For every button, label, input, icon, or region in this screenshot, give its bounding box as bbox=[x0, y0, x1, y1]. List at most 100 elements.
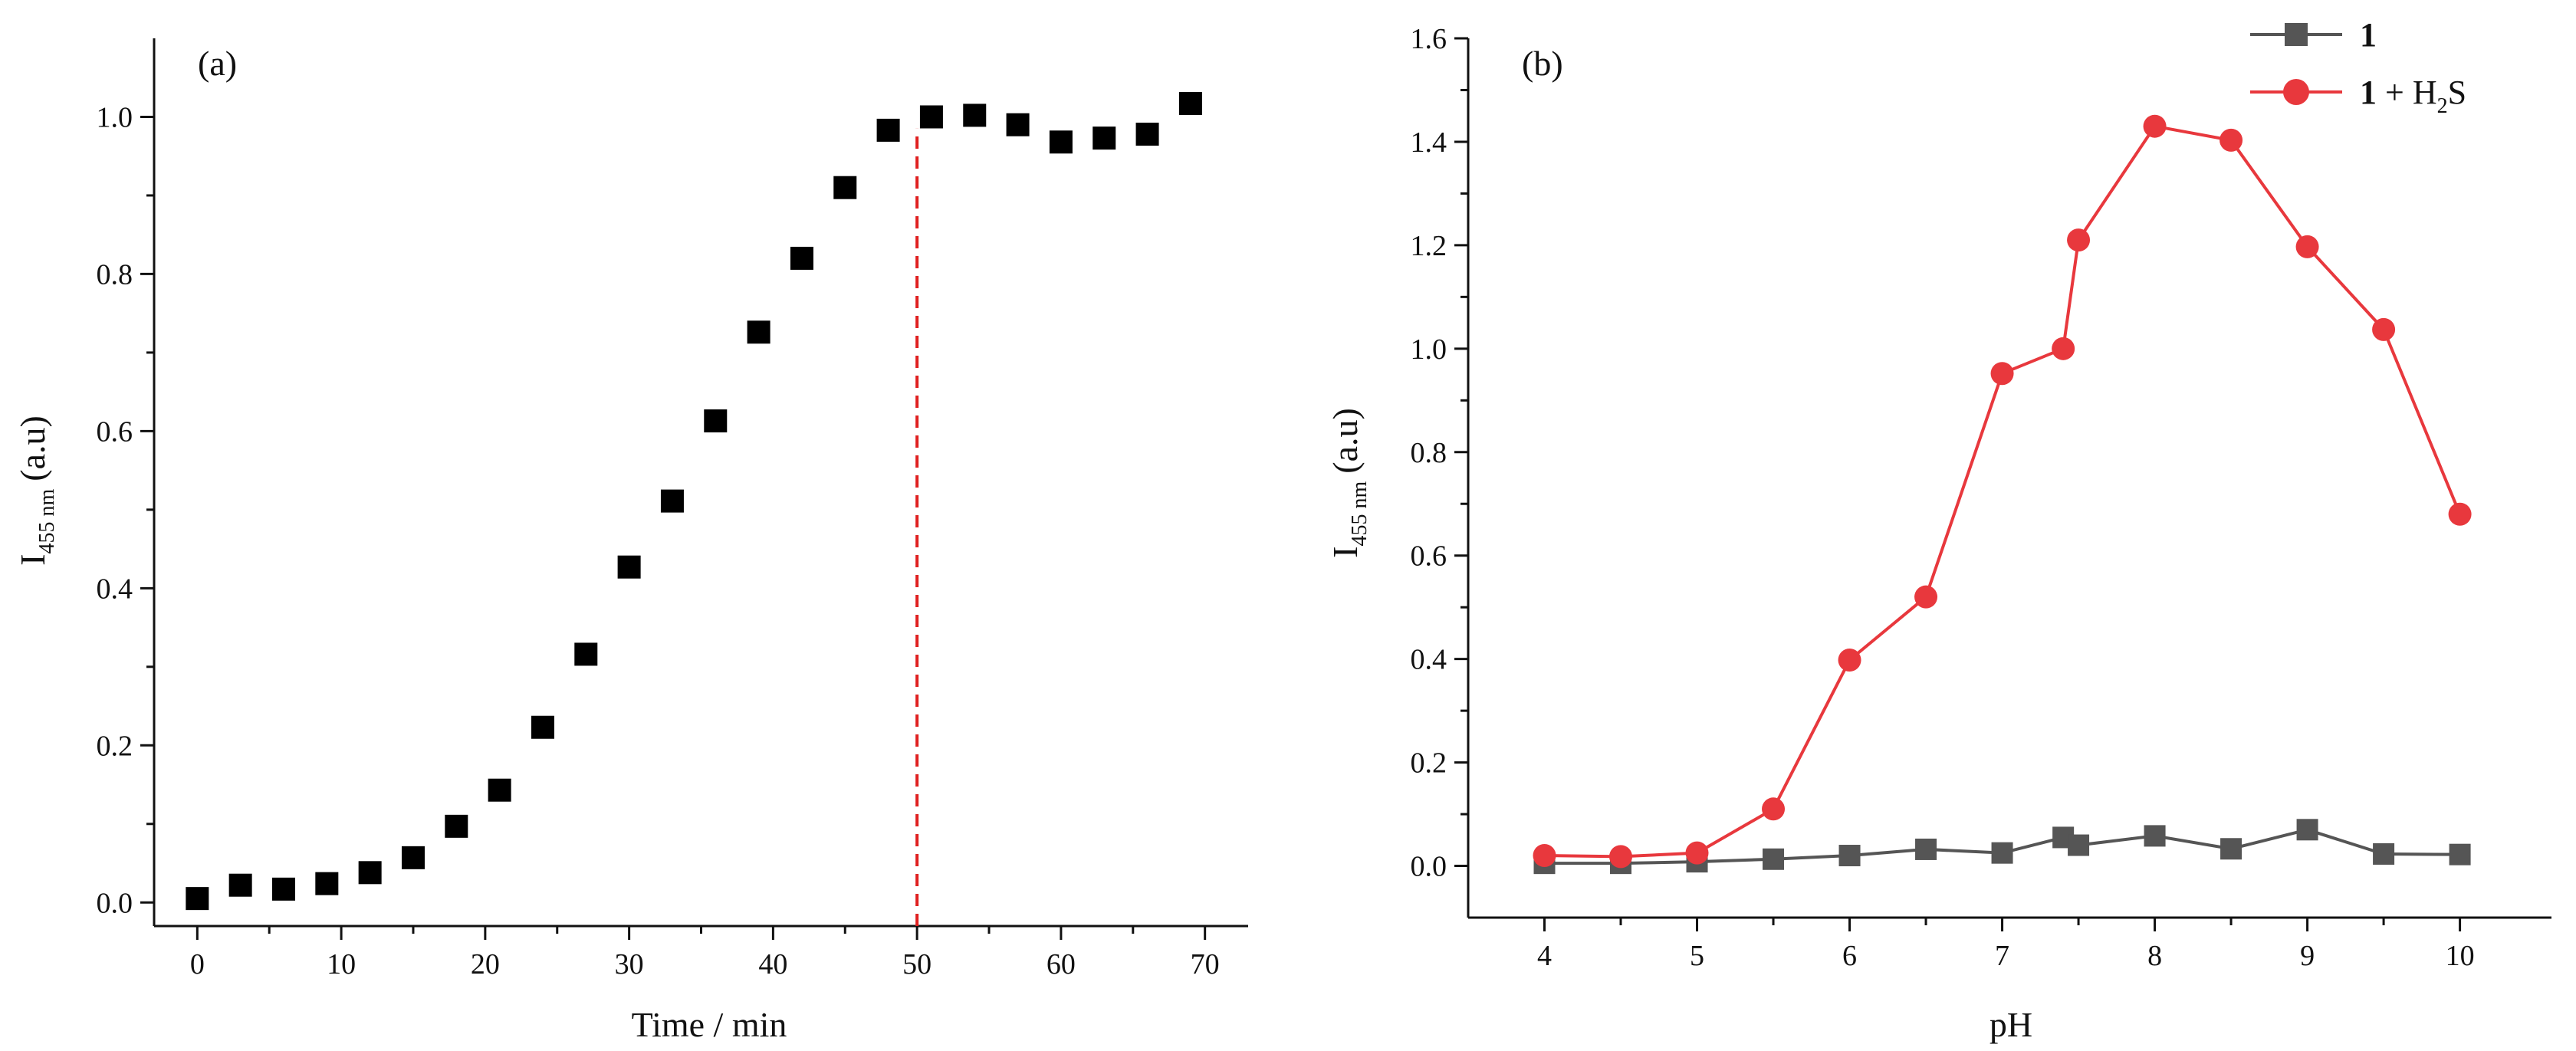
data-point-1-h2s bbox=[2143, 114, 2167, 138]
data-point-1-h2s bbox=[1762, 797, 1786, 821]
data-point-1-h2s bbox=[2067, 228, 2091, 252]
data-point-1-h2s bbox=[2372, 317, 2396, 341]
panel-b-y-label-main: I bbox=[1326, 547, 1365, 558]
panel-b-x-ticks: 4 5 6 7 8 9 10 bbox=[1537, 918, 2475, 972]
data-point-intensity bbox=[488, 778, 511, 802]
data-point-1-h2s bbox=[1609, 845, 1633, 869]
data-point-intensity bbox=[704, 409, 728, 433]
data-point-1 bbox=[2220, 838, 2242, 860]
y-tick-label: 0.6 bbox=[97, 415, 133, 448]
data-point-intensity bbox=[919, 105, 943, 129]
x-tick-label: 6 bbox=[1842, 940, 1857, 972]
data-point-1-h2s bbox=[1533, 844, 1556, 868]
y-tick-label: 1.2 bbox=[1411, 230, 1447, 262]
y-tick-label: 1.0 bbox=[97, 101, 133, 133]
x-tick-label: 4 bbox=[1537, 940, 1552, 972]
data-point-intensity bbox=[1135, 123, 1159, 146]
legend-2-bold: 1 bbox=[2360, 74, 2377, 111]
data-point-intensity bbox=[1049, 130, 1073, 154]
data-point-intensity bbox=[617, 555, 641, 579]
data-point-1-h2s bbox=[2220, 128, 2243, 152]
panel-a-chart: 0 10 20 30 40 50 60 70 0.0 0.2 0.4 0.6 0.8 1.0 (a) T… bbox=[13, 38, 1248, 1044]
data-point-1 bbox=[2296, 819, 2318, 841]
data-point-1 bbox=[2144, 825, 2166, 847]
legend-2-tail: S bbox=[2448, 74, 2466, 111]
data-point-intensity bbox=[747, 320, 770, 344]
data-point-1-h2s bbox=[1685, 841, 1709, 865]
y-tick-label: 0.8 bbox=[1411, 437, 1447, 469]
data-point-1 bbox=[1838, 845, 1861, 867]
data-point-intensity bbox=[531, 715, 554, 739]
data-point-1-h2s bbox=[1838, 648, 1861, 672]
legend-label-series-2: 1 + H2S bbox=[2360, 74, 2466, 118]
data-point-intensity bbox=[790, 246, 813, 270]
data-point-intensity bbox=[574, 642, 598, 666]
y-tick-label: 0.0 bbox=[97, 887, 133, 919]
panel-a-marks bbox=[186, 92, 1202, 926]
panel-a-x-axis-label: Time / min bbox=[632, 1005, 787, 1044]
y-tick-label: 0.4 bbox=[97, 573, 133, 605]
panel-a-y-axis-label: I455 nm (a.u) bbox=[13, 415, 59, 566]
x-tick-label: 8 bbox=[2147, 940, 2162, 972]
legend-label-series-1: 1 bbox=[2360, 16, 2377, 54]
x-tick-label: 20 bbox=[471, 948, 500, 980]
panel-a-x-ticks: 0 10 20 30 40 50 60 70 bbox=[190, 926, 1220, 980]
data-point-1-h2s bbox=[2448, 502, 2472, 526]
data-point-intensity bbox=[1178, 92, 1202, 116]
data-point-intensity bbox=[228, 873, 252, 897]
y-tick-label: 0.2 bbox=[1411, 747, 1447, 780]
data-point-intensity bbox=[1006, 113, 1030, 136]
data-point-1 bbox=[1763, 848, 1785, 870]
x-tick-label: 10 bbox=[2446, 940, 2475, 972]
legend-marker-series-1 bbox=[2285, 23, 2308, 46]
data-point-1 bbox=[2449, 843, 2471, 865]
data-point-intensity bbox=[660, 489, 684, 513]
legend-2-rest: + H bbox=[2377, 74, 2437, 111]
data-point-intensity bbox=[1092, 126, 1116, 150]
data-point-intensity bbox=[271, 877, 295, 901]
legend-2-sub: 2 bbox=[2437, 94, 2448, 118]
panel-b-chart: 4 5 6 7 8 9 10 0.0 0.2 0.4 0.6 0.8 1.0 1.2 1.4 1.6 (b)… bbox=[1326, 16, 2551, 1044]
y-tick-label: 0.8 bbox=[97, 258, 133, 291]
panel-b-y-label-sub: 455 nm bbox=[1348, 481, 1372, 547]
x-tick-label: 9 bbox=[2300, 940, 2315, 972]
x-tick-label: 7 bbox=[1995, 940, 2009, 972]
data-point-1 bbox=[1991, 842, 2013, 864]
panel-a-label: (a) bbox=[198, 44, 237, 83]
panel-b-label: (b) bbox=[1522, 44, 1563, 83]
y-tick-label: 1.0 bbox=[1411, 333, 1447, 366]
y-tick-label: 1.4 bbox=[1411, 126, 1447, 159]
y-tick-label: 0.0 bbox=[1411, 851, 1447, 883]
data-point-1 bbox=[2068, 834, 2090, 856]
panel-b-y-ticks: 0.0 0.2 0.4 0.6 0.8 1.0 1.2 1.4 1.6 bbox=[1411, 23, 1468, 883]
data-point-intensity bbox=[315, 872, 339, 895]
x-tick-label: 5 bbox=[1690, 940, 1704, 972]
data-point-intensity bbox=[445, 814, 468, 838]
y-tick-label: 0.2 bbox=[97, 730, 133, 762]
x-tick-label: 0 bbox=[190, 948, 205, 980]
x-tick-label: 30 bbox=[615, 948, 644, 980]
panel-b-y-label-unit: (a.u) bbox=[1326, 408, 1365, 474]
panel-a-y-label-sub: 455 nm bbox=[35, 489, 59, 554]
data-point-1-h2s bbox=[1990, 362, 2014, 386]
y-tick-label: 1.6 bbox=[1411, 23, 1447, 55]
data-point-intensity bbox=[358, 861, 382, 885]
panel-b-marks bbox=[1533, 114, 2472, 875]
data-point-1 bbox=[1915, 838, 1937, 860]
panel-a-y-label-unit: (a.u) bbox=[13, 415, 52, 481]
panel-b-x-axis-label: pH bbox=[1990, 1005, 2032, 1044]
panel-b-y-axis-label: I455 nm (a.u) bbox=[1326, 408, 1372, 558]
series-line-1-h2s bbox=[1544, 124, 2462, 859]
data-point-intensity bbox=[186, 887, 209, 911]
panel-a-y-ticks: 0.0 0.2 0.4 0.6 0.8 1.0 bbox=[97, 101, 154, 919]
y-tick-label: 0.4 bbox=[1411, 644, 1447, 676]
series-line-1 bbox=[1544, 828, 2460, 865]
x-tick-label: 50 bbox=[902, 948, 932, 980]
legend-1-bold: 1 bbox=[2360, 16, 2377, 54]
data-point-1-h2s bbox=[2295, 235, 2319, 258]
x-tick-label: 60 bbox=[1046, 948, 1076, 980]
data-point-intensity bbox=[833, 176, 857, 199]
data-point-intensity bbox=[401, 846, 425, 869]
legend-marker-series-2 bbox=[2283, 79, 2309, 105]
